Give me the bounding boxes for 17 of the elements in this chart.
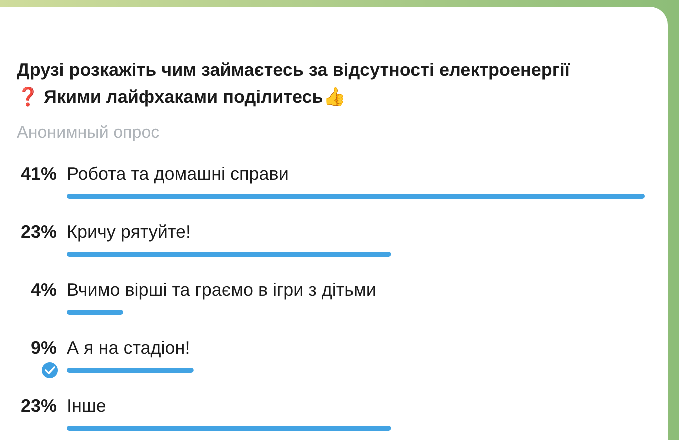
chart-subtitle: Анонимный опрос [17,123,160,142]
data-label: 23% [20,222,57,242]
data-label: 9% [30,338,57,358]
bar [67,426,392,431]
y-tick-label: Робота та домашні справи [67,164,289,184]
y-tick-label: А я на стадіон! [67,338,190,358]
y-tick-label: Вчимо вірші та граємо в ігри з дітьми [67,280,376,300]
bar [67,368,194,373]
y-tick-label: Інше [67,396,106,416]
data-label: 23% [20,396,57,416]
bar [67,194,645,199]
bar [67,252,392,257]
data-label: 4% [30,280,57,300]
chart-title: Друзі розкажіть чим займаєтесь за відсутності електроенергії ❓ Якими лайфхаками поділитесь👍 [17,60,571,107]
y-tick-label: Кричу рятуйте! [67,222,192,242]
bar [67,310,124,315]
data-label: 41% [20,164,57,184]
